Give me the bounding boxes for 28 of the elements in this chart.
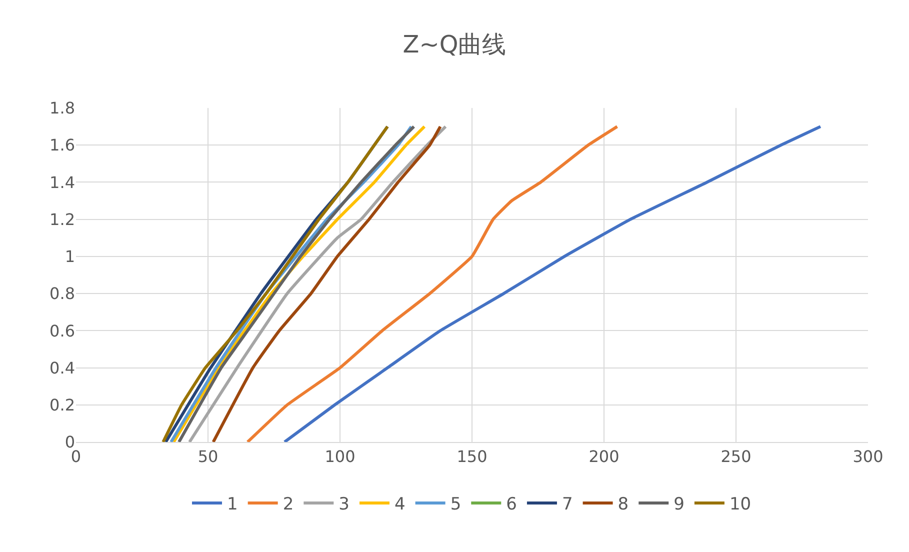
line-series [246,125,619,442]
y-tick-label: 1 [64,247,75,266]
legend-label: 8 [618,494,629,515]
legend-label: 10 [729,494,752,515]
chart-title: Z~Q曲线 [402,30,506,59]
x-tick-label: 100 [324,447,356,466]
legend-label: 6 [506,494,517,515]
y-tick-label: 1.4 [50,172,75,192]
legend-label: 4 [394,494,406,515]
y-tick-label: 0.2 [50,395,75,414]
x-tick-label: 250 [720,447,752,466]
legend-label: 1 [227,494,238,515]
y-tick-label: 1.6 [50,136,75,155]
x-tick-label: 150 [456,447,488,466]
legend-label: 7 [562,494,573,515]
x-tick-label: 50 [198,447,218,466]
x-tick-label: 200 [588,447,620,466]
legend-label: 3 [338,494,350,515]
y-tick-label: 0.4 [50,358,75,378]
legend-label: 5 [450,494,462,515]
y-tick-label: 0.8 [50,284,75,304]
y-tick-label: 0.6 [50,321,75,340]
x-tick-label: 300 [852,447,884,466]
y-tick-label: 1.2 [50,210,75,229]
line-series [283,125,822,442]
legend-label: 9 [674,494,684,515]
y-tick-label: 1.8 [50,98,75,118]
legend-label: 2 [282,494,294,515]
